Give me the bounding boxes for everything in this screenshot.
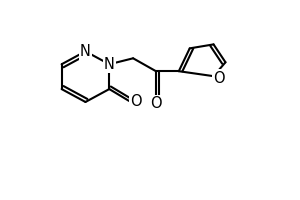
- Text: O: O: [130, 94, 141, 109]
- Text: O: O: [213, 71, 224, 86]
- Text: O: O: [150, 96, 162, 111]
- Text: N: N: [80, 44, 91, 59]
- Text: N: N: [104, 57, 115, 72]
